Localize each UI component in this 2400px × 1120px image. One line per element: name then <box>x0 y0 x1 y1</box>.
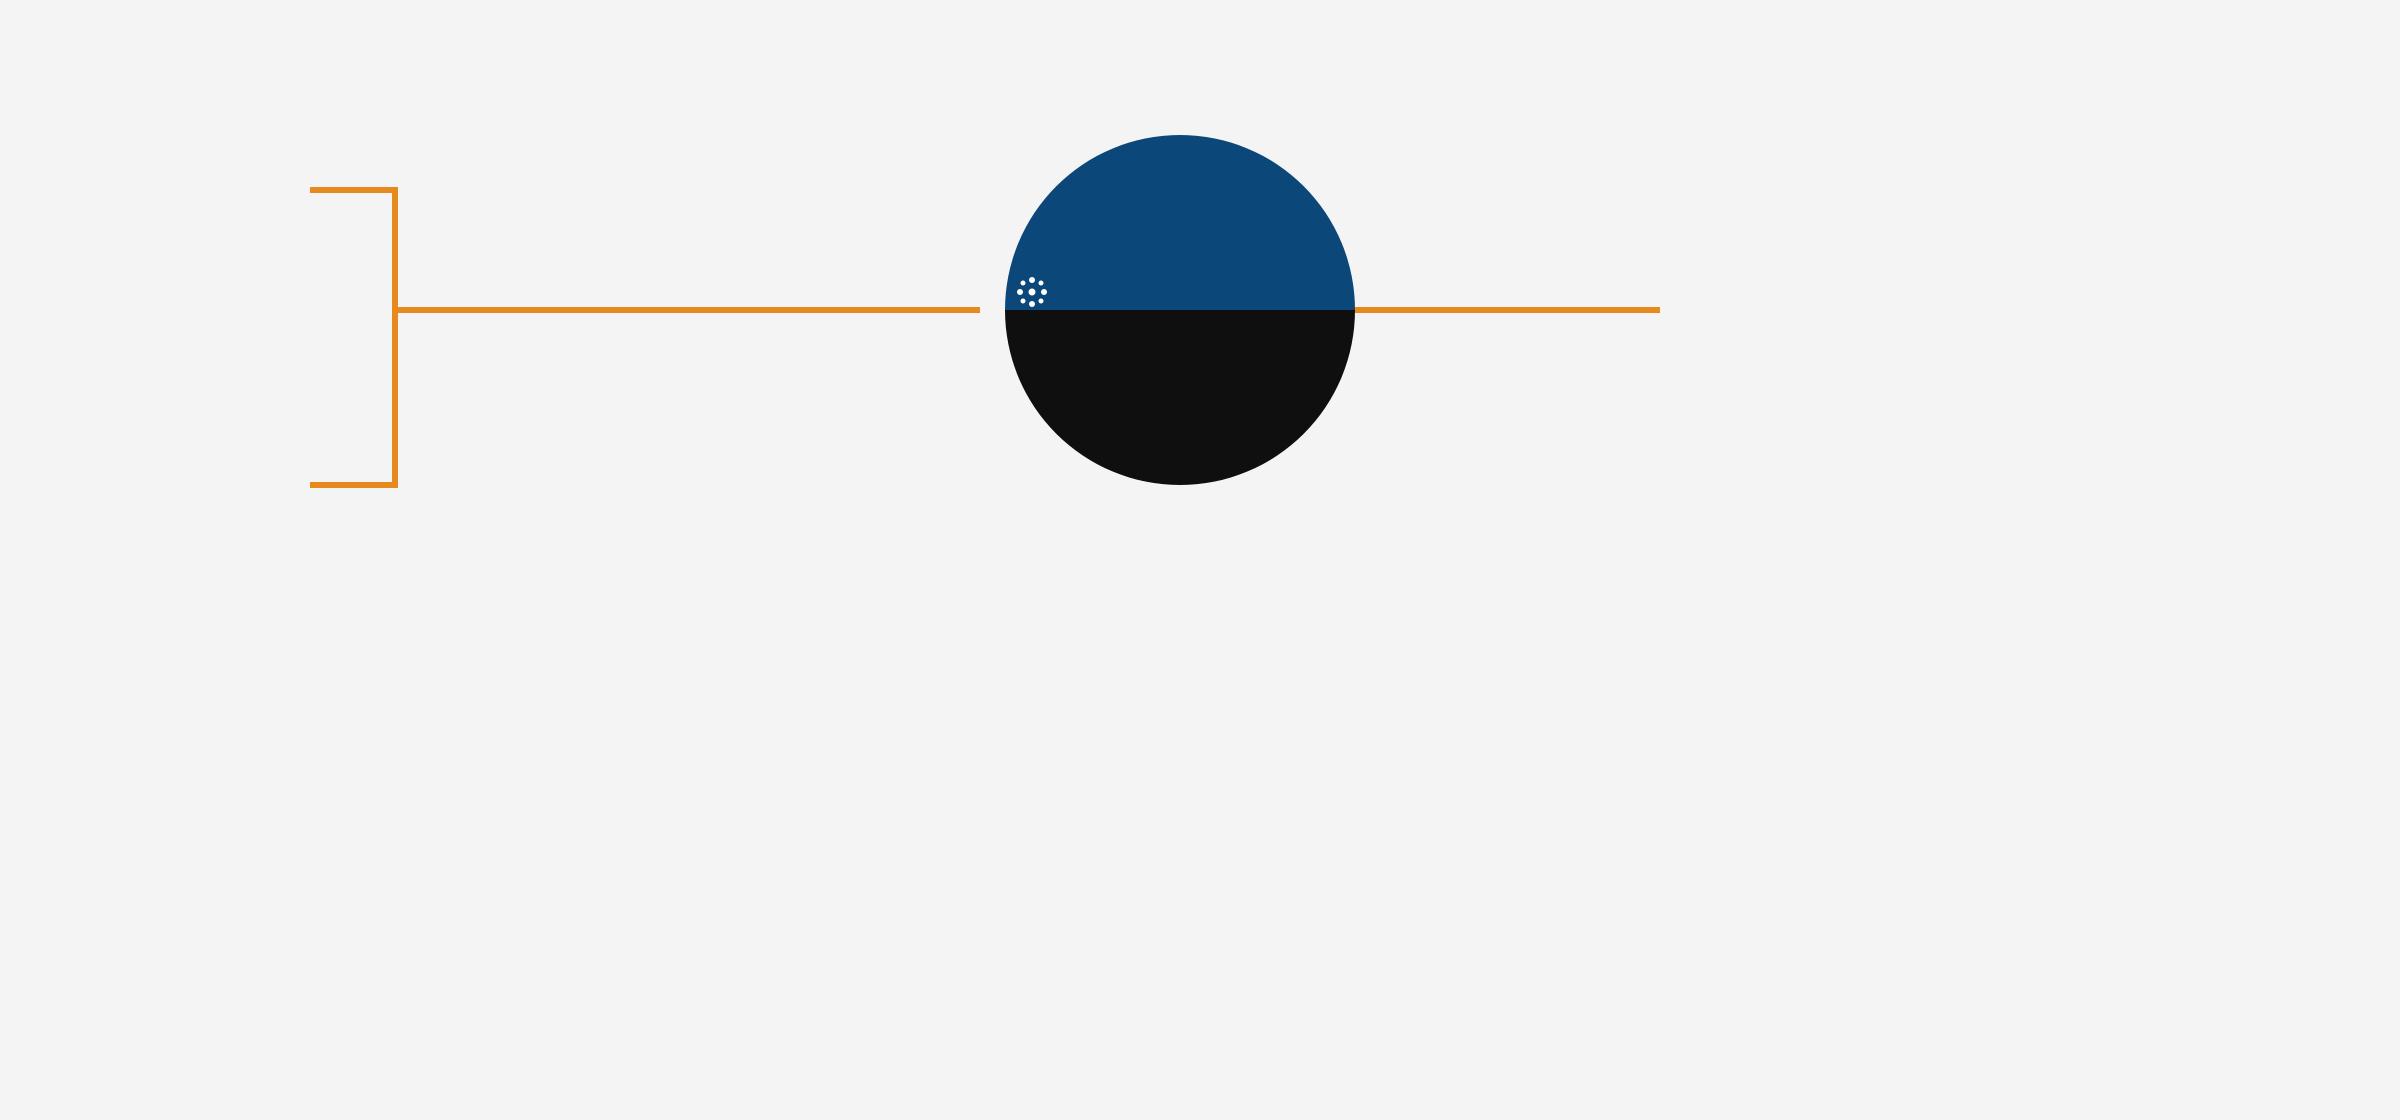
left-connector <box>310 190 980 485</box>
center-circle-bottom <box>1005 310 1355 485</box>
center-circle-top <box>1005 135 1355 310</box>
dbsafer-mark-icon <box>1017 277 1047 307</box>
